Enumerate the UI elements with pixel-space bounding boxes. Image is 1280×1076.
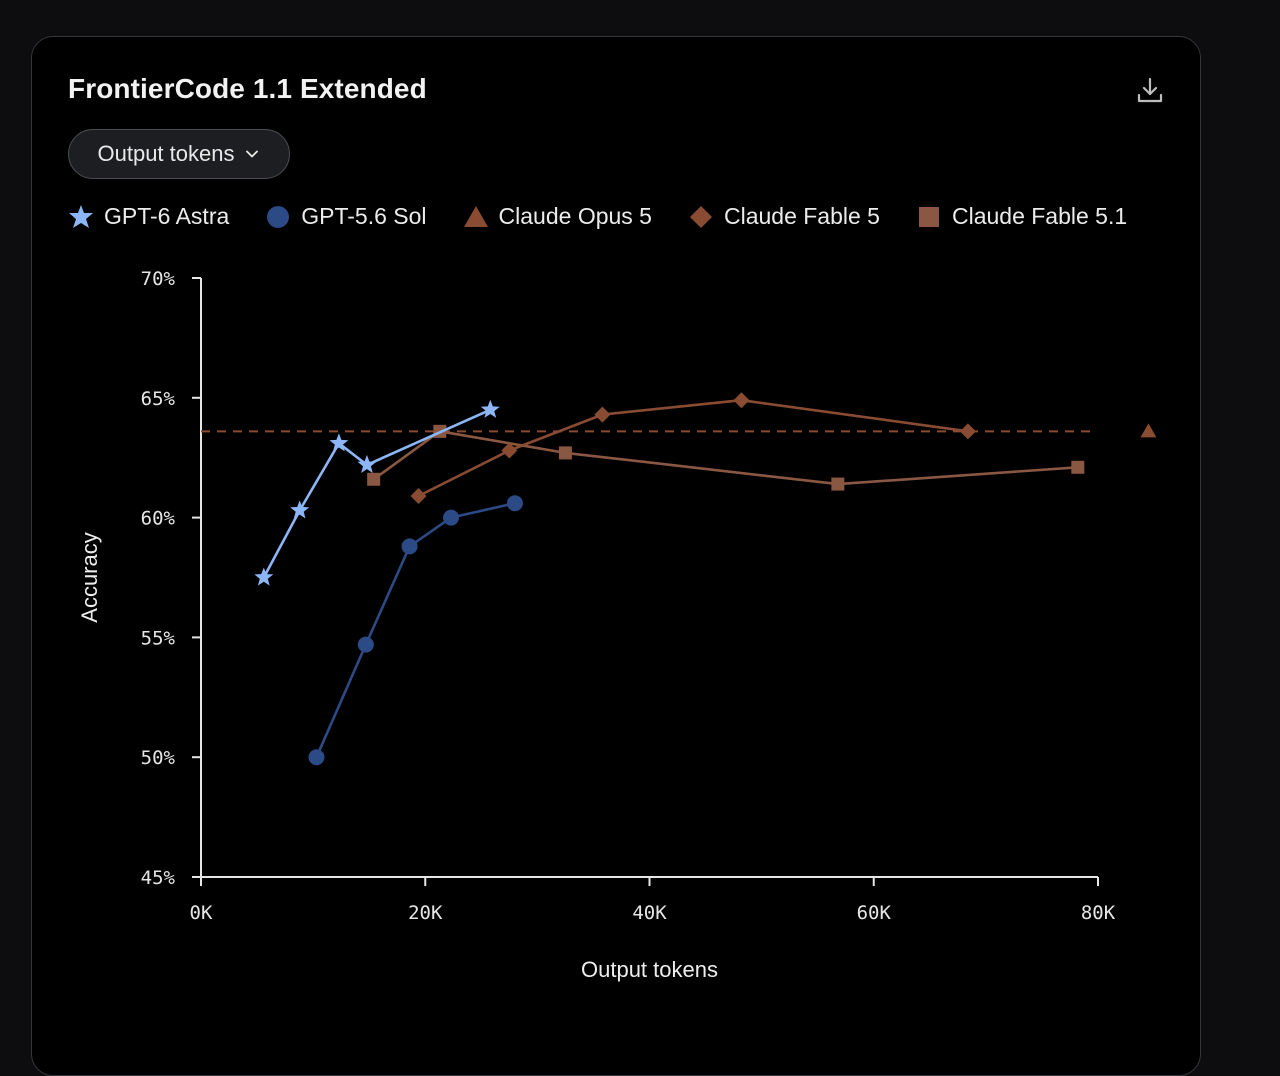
- legend-label: GPT-5.6 Sol: [301, 203, 427, 229]
- download-icon[interactable]: [1134, 75, 1166, 107]
- y-tick-label: 65%: [141, 388, 176, 410]
- series-gpt-5-6-sol: [308, 495, 523, 766]
- series-gpt-6-astra: [254, 399, 500, 586]
- data-point-diamond: [959, 423, 976, 440]
- legend-item-claude-fable-5-1[interactable]: Claude Fable 5.1: [916, 203, 1127, 230]
- x-tick-label: 60K: [857, 902, 892, 924]
- accuracy-vs-tokens-chart: 45% 50% 55% 60% 65% 70% 0K 20K 40K 60K 80K Output t…: [77, 268, 1157, 982]
- series-line: [372, 429, 1078, 486]
- data-point-star: [290, 500, 310, 519]
- legend-label: GPT-6 Astra: [104, 203, 230, 229]
- legend-item-gpt-6-astra[interactable]: GPT-6 Astra: [68, 203, 229, 230]
- data-point-circle: [443, 509, 460, 526]
- x-tick-label: 20K: [408, 902, 443, 924]
- legend-label: Claude Fable 5: [723, 203, 880, 229]
- legend-item-gpt-5-6-sol[interactable]: GPT-5.6 Sol: [265, 203, 427, 230]
- data-point-square: [367, 472, 381, 486]
- y-tick-label: 50%: [141, 747, 176, 769]
- data-point-circle: [308, 749, 325, 766]
- data-point-square: [831, 477, 845, 491]
- data-point-star: [254, 567, 274, 586]
- series-claude-fable-5: [410, 392, 976, 505]
- data-point-star: [357, 454, 377, 473]
- data-point-square: [558, 446, 572, 460]
- legend-label: Claude Opus 5: [498, 203, 652, 229]
- y-tick-label: 45%: [141, 867, 176, 889]
- data-point-circle: [357, 636, 374, 653]
- data-point-triangle: [1140, 423, 1157, 438]
- legend-item-claude-opus-5[interactable]: Claude Opus 5: [463, 203, 652, 230]
- y-tick-label: 70%: [141, 268, 176, 290]
- circle-marker-icon: [267, 205, 290, 228]
- data-point-circle: [506, 495, 523, 512]
- data-point-square: [1071, 460, 1085, 474]
- data-point-diamond: [594, 406, 611, 423]
- diamond-marker-icon: [689, 205, 712, 228]
- star-marker-icon: [69, 204, 93, 228]
- series-claude-fable-5-1: [367, 424, 1085, 491]
- legend-item-claude-fable-5[interactable]: Claude Fable 5: [688, 203, 880, 230]
- metric-dropdown[interactable]: Output tokens: [68, 129, 290, 179]
- x-tick-label: 80K: [1081, 902, 1116, 924]
- data-point-diamond: [733, 392, 750, 409]
- y-axis-label: Accuracy: [77, 532, 102, 622]
- triangle-marker-icon: [463, 205, 488, 227]
- data-point-star: [329, 433, 349, 452]
- data-point-diamond: [501, 442, 518, 459]
- x-tick-label: 0K: [190, 902, 213, 924]
- series-claude-opus-5: [1140, 423, 1157, 438]
- y-tick-label: 55%: [141, 627, 176, 649]
- chart-legend: GPT-6 Astra GPT-5.6 Sol Claude Opus 5 Cl…: [68, 203, 1163, 230]
- chart-title: FrontierCode 1.1 Extended: [68, 73, 427, 104]
- y-tick-label: 60%: [141, 508, 176, 530]
- data-point-circle: [401, 538, 418, 555]
- square-marker-icon: [918, 206, 939, 227]
- data-point-star: [480, 399, 500, 418]
- chart-card: FrontierCode 1.1 Extended Output tokens …: [31, 36, 1201, 1076]
- x-tick-label: 40K: [632, 902, 667, 924]
- data-point-diamond: [410, 488, 427, 505]
- dropdown-label: Output tokens: [97, 141, 235, 166]
- legend-label: Claude Fable 5.1: [951, 203, 1128, 229]
- chevron-down-icon: [246, 150, 259, 158]
- x-axis-label: Output tokens: [581, 957, 718, 982]
